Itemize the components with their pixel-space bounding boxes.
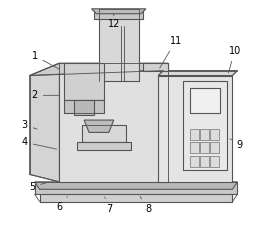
Polygon shape: [190, 88, 220, 113]
Polygon shape: [94, 9, 143, 19]
Polygon shape: [74, 100, 94, 115]
Text: 3: 3: [22, 120, 37, 130]
Text: 7: 7: [105, 197, 112, 214]
Polygon shape: [64, 63, 104, 100]
Text: 10: 10: [228, 46, 241, 73]
Text: 6: 6: [56, 196, 68, 212]
Polygon shape: [190, 142, 199, 154]
Text: 2: 2: [32, 90, 59, 100]
Polygon shape: [84, 120, 114, 132]
Text: 12: 12: [107, 14, 120, 29]
Text: 1: 1: [32, 51, 60, 69]
Text: 11: 11: [160, 36, 182, 68]
Polygon shape: [190, 129, 199, 140]
Polygon shape: [99, 9, 138, 81]
Polygon shape: [35, 182, 237, 189]
Polygon shape: [30, 63, 168, 76]
Text: 9: 9: [230, 139, 243, 150]
Polygon shape: [158, 70, 237, 76]
Polygon shape: [210, 156, 219, 167]
Polygon shape: [200, 156, 209, 167]
Polygon shape: [82, 125, 126, 142]
Polygon shape: [59, 63, 168, 182]
Polygon shape: [35, 182, 237, 194]
Polygon shape: [200, 142, 209, 154]
Polygon shape: [210, 142, 219, 154]
Polygon shape: [210, 129, 219, 140]
Polygon shape: [77, 142, 131, 150]
Polygon shape: [40, 189, 232, 202]
Text: 8: 8: [140, 196, 152, 214]
Polygon shape: [64, 100, 104, 113]
Text: 4: 4: [22, 137, 57, 149]
Polygon shape: [183, 80, 227, 170]
Polygon shape: [30, 63, 59, 182]
Polygon shape: [158, 76, 232, 182]
Polygon shape: [190, 156, 199, 167]
Polygon shape: [143, 63, 168, 70]
Polygon shape: [200, 129, 209, 140]
Polygon shape: [91, 9, 146, 14]
Text: 5: 5: [29, 182, 47, 192]
